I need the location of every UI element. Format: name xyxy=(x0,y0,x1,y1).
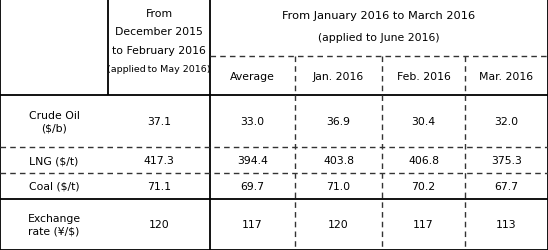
Text: 117: 117 xyxy=(242,220,263,230)
Text: 120: 120 xyxy=(328,220,349,230)
Text: 394.4: 394.4 xyxy=(237,156,268,165)
Text: 71.0: 71.0 xyxy=(327,181,351,191)
Text: 403.8: 403.8 xyxy=(323,156,354,165)
Text: From: From xyxy=(145,9,173,19)
Text: (applied to June 2016): (applied to June 2016) xyxy=(318,33,440,43)
Text: 120: 120 xyxy=(149,220,169,230)
Text: 113: 113 xyxy=(496,220,517,230)
Text: Exchange
rate (¥/$): Exchange rate (¥/$) xyxy=(27,214,81,236)
Text: 71.1: 71.1 xyxy=(147,181,171,191)
Text: 406.8: 406.8 xyxy=(408,156,439,165)
Text: Mar. 2016: Mar. 2016 xyxy=(480,71,534,81)
Text: 33.0: 33.0 xyxy=(241,116,265,126)
Text: 375.3: 375.3 xyxy=(491,156,522,165)
Text: 32.0: 32.0 xyxy=(494,116,518,126)
Text: 37.1: 37.1 xyxy=(147,116,171,126)
Text: 36.9: 36.9 xyxy=(327,116,351,126)
Text: Coal ($/t): Coal ($/t) xyxy=(28,181,79,191)
Text: Feb. 2016: Feb. 2016 xyxy=(397,71,450,81)
Text: Jan. 2016: Jan. 2016 xyxy=(313,71,364,81)
Text: to February 2016: to February 2016 xyxy=(112,46,206,56)
Text: LNG ($/t): LNG ($/t) xyxy=(29,156,79,165)
Text: Crude Oil
($/b): Crude Oil ($/b) xyxy=(28,110,79,133)
Text: From January 2016 to March 2016: From January 2016 to March 2016 xyxy=(282,11,476,21)
Text: December 2015: December 2015 xyxy=(115,27,203,37)
Text: 417.3: 417.3 xyxy=(144,156,174,165)
Text: 30.4: 30.4 xyxy=(412,116,436,126)
Text: (applied to May 2016): (applied to May 2016) xyxy=(107,64,211,73)
Text: 67.7: 67.7 xyxy=(494,181,518,191)
Text: Average: Average xyxy=(230,71,275,81)
Text: 70.2: 70.2 xyxy=(412,181,436,191)
Text: 69.7: 69.7 xyxy=(241,181,265,191)
Text: 117: 117 xyxy=(413,220,434,230)
